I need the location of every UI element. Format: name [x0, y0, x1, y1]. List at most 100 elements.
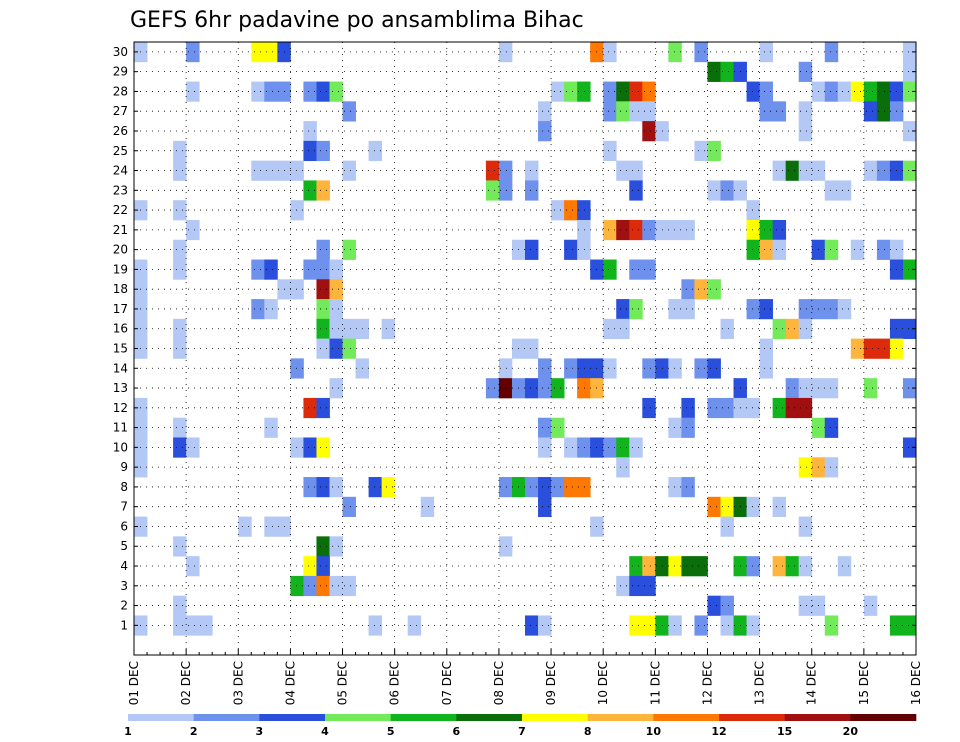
colorbar-label: 3 — [256, 725, 264, 738]
heatmap-cell — [538, 437, 552, 458]
heatmap-cell — [720, 496, 734, 517]
heatmap-cell — [485, 378, 500, 399]
y-tick-label: 30 — [113, 45, 128, 59]
heatmap-cell — [616, 81, 630, 102]
x-tick-label: 06 DEC — [388, 661, 402, 705]
heatmap-cell — [837, 556, 852, 577]
heatmap-cell — [525, 180, 539, 201]
heatmap-cell — [538, 378, 552, 399]
heatmap-cell — [485, 180, 500, 201]
y-tick-label: 17 — [113, 302, 128, 316]
heatmap-cell — [707, 358, 721, 379]
heatmap-cell — [329, 81, 343, 102]
heatmap-cell — [668, 477, 682, 498]
y-tick-label: 24 — [113, 164, 128, 178]
heatmap-cell — [173, 595, 187, 616]
heatmap-cell — [902, 437, 917, 458]
heatmap-cell — [329, 536, 343, 557]
heatmap-cell — [316, 180, 330, 201]
heatmap-cell — [629, 575, 643, 597]
heatmap-cell — [668, 219, 682, 241]
heatmap-cell — [498, 180, 513, 201]
heatmap-cell — [629, 81, 643, 102]
y-tick-label: 18 — [113, 282, 128, 296]
x-tick-label: 15 DEC — [857, 661, 871, 705]
heatmap-cell — [798, 595, 813, 616]
heatmap-cell — [616, 299, 630, 320]
heatmap-cell — [798, 299, 813, 320]
heatmap-cell — [603, 358, 617, 379]
x-tick-label: 07 DEC — [440, 661, 454, 705]
heatmap-cell — [498, 477, 513, 498]
heatmap-cell — [629, 180, 643, 201]
heatmap-cell — [173, 318, 187, 340]
heatmap-cell — [798, 397, 813, 419]
colorbar-label: 5 — [387, 725, 395, 738]
heatmap-cell — [759, 358, 774, 379]
heatmap-cell — [694, 615, 708, 636]
heatmap-cell — [303, 477, 317, 498]
heatmap-cell — [290, 279, 304, 300]
colorbar-label: 4 — [321, 725, 329, 738]
heatmap-cell — [551, 200, 565, 221]
heatmap-cell — [746, 556, 760, 577]
heatmap-cell — [759, 299, 774, 320]
heatmap-cell — [707, 496, 721, 517]
heatmap-cell — [342, 239, 356, 260]
heatmap-cell — [694, 358, 708, 379]
colorbar-legend: 1 2 3 4 5 6 7 8 10 12 15 20 — [124, 714, 917, 738]
heatmap-cell — [564, 358, 578, 379]
heatmap-cell — [629, 299, 643, 320]
heatmap-cell — [564, 437, 578, 458]
heatmap-cell — [303, 140, 317, 162]
heatmap-cell — [316, 81, 330, 102]
heatmap-cell — [525, 160, 539, 181]
heatmap-cell — [564, 239, 578, 260]
heatmap-cell — [173, 437, 187, 458]
heatmap-cell — [577, 239, 591, 260]
y-tick-label: 2 — [120, 599, 128, 613]
x-tick-label: 12 DEC — [700, 661, 714, 705]
heatmap-cell — [538, 615, 552, 636]
heatmap-cell — [303, 437, 317, 458]
heatmap-cell — [798, 160, 813, 181]
heatmap-cell — [876, 160, 891, 181]
heatmap-cell — [837, 299, 852, 320]
heatmap-cell — [720, 516, 734, 537]
heatmap-cell — [642, 259, 656, 280]
heatmap-cell — [525, 477, 539, 498]
heatmap-cell — [798, 101, 813, 122]
heatmap-cell — [681, 219, 695, 241]
heatmap-cell — [603, 437, 617, 458]
heatmap-cell — [264, 42, 278, 63]
heatmap-cell — [759, 81, 774, 102]
heatmap-cell — [642, 219, 656, 241]
heatmap-cell — [785, 378, 800, 399]
heatmap-cell — [485, 160, 500, 181]
y-tick-label: 9 — [120, 460, 128, 474]
heatmap-cell — [316, 239, 330, 260]
heatmap-cell — [577, 200, 591, 221]
heatmap-cell — [329, 338, 343, 359]
heatmap-cell — [329, 378, 343, 399]
heatmap-cell — [876, 239, 891, 260]
heatmap-cell — [824, 417, 839, 438]
heatmap-cell — [303, 397, 317, 419]
colorbar-label: 12 — [711, 725, 726, 738]
x-tick-label: 01 DEC — [127, 661, 141, 705]
heatmap-cell — [629, 437, 643, 458]
heatmap-cell — [785, 318, 800, 340]
heatmap-cell — [642, 556, 656, 577]
heatmap-cell — [525, 615, 539, 636]
heatmap-cell — [681, 397, 695, 419]
heatmap-cell — [603, 81, 617, 102]
heatmap-cell — [538, 477, 552, 498]
heatmap-cell — [746, 239, 760, 260]
heatmap-cell — [772, 397, 787, 419]
y-tick-label: 16 — [113, 322, 128, 336]
heatmap-cell — [381, 477, 396, 498]
heatmap-cell — [342, 338, 356, 359]
heatmap-cell — [251, 160, 265, 181]
heatmap-cell — [329, 477, 343, 498]
x-tick-label: 03 DEC — [231, 661, 245, 705]
